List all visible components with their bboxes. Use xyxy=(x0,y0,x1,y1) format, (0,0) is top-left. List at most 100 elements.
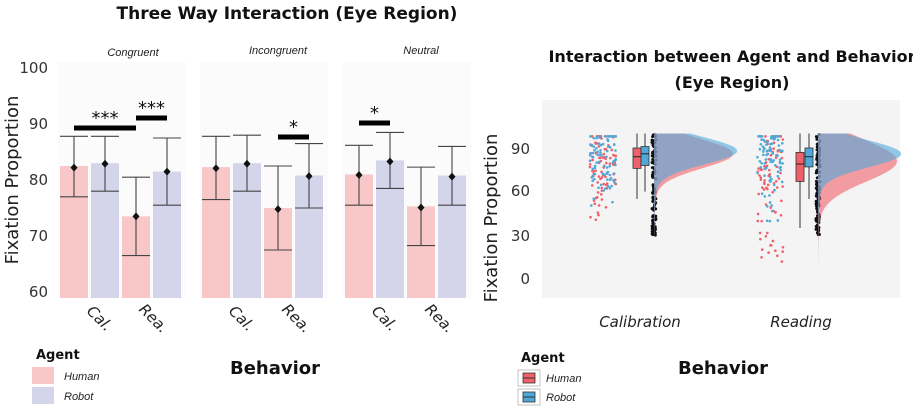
jitter-point xyxy=(591,169,594,173)
jitter-point xyxy=(771,190,774,194)
jitter-point xyxy=(781,185,784,188)
jitter-point xyxy=(757,167,760,170)
x-tick-neutral-rea: Rea. xyxy=(421,300,458,337)
jitter-point xyxy=(609,156,612,160)
jitter-point xyxy=(598,156,602,160)
x-tick-neutral-cal: Cal. xyxy=(368,302,401,335)
jitter-point xyxy=(611,161,615,164)
right-y-tick: 30 xyxy=(511,227,530,245)
facet-title-neutral: Neutral xyxy=(403,45,439,57)
jitter-point xyxy=(597,175,601,178)
jitter-point xyxy=(760,138,763,141)
jitter-point xyxy=(605,166,609,169)
jitter-point xyxy=(610,148,614,152)
left-legend-label-robot: Robot xyxy=(64,391,94,403)
jitter-point xyxy=(761,145,765,148)
jitter-point xyxy=(604,183,608,187)
mean-marker-neutral-robot-0 xyxy=(386,157,394,166)
strip-point xyxy=(651,195,655,199)
jitter-point xyxy=(760,192,764,195)
jitter-point xyxy=(779,168,783,172)
jitter-point xyxy=(764,166,768,170)
jitter-point xyxy=(759,142,763,146)
strip-point xyxy=(814,171,818,175)
jitter-point xyxy=(759,168,763,171)
jitter-point xyxy=(608,162,612,165)
x-tick-reading: Reading xyxy=(770,313,832,331)
jitter-point xyxy=(762,188,766,191)
strip-point xyxy=(653,233,657,237)
right-chart-title-line1: Interaction between Agent and Behavior xyxy=(548,47,913,66)
jitter-point xyxy=(763,179,766,182)
jitter-point xyxy=(770,204,773,207)
x-tick-incongruent-rea: Rea. xyxy=(278,300,315,337)
box-robot xyxy=(804,147,814,168)
mean-marker-neutral-human-0 xyxy=(355,170,363,179)
jitter-point xyxy=(598,136,601,139)
jitter-point xyxy=(780,156,784,160)
mean-marker-incongruent-robot-1 xyxy=(305,172,313,181)
jitter-point xyxy=(602,164,606,168)
significance-label: * xyxy=(370,103,379,124)
jitter-point xyxy=(779,135,783,138)
x-tick-incongruent-cal: Cal. xyxy=(225,302,258,335)
jitter-point xyxy=(593,166,597,170)
jitter-point xyxy=(763,174,766,177)
jitter-point xyxy=(595,161,598,164)
jitter-point xyxy=(614,154,618,158)
significance-label: *** xyxy=(138,98,165,119)
jitter-point xyxy=(608,186,612,190)
strip-point xyxy=(814,179,818,183)
x-tick-congruent-rea: Rea. xyxy=(135,300,172,337)
jitter-point xyxy=(588,165,592,169)
jitter-point xyxy=(756,212,760,216)
jitter-point xyxy=(763,182,766,186)
jitter-point xyxy=(614,135,617,138)
jitter-point xyxy=(597,160,601,164)
jitter-point xyxy=(761,150,765,153)
jitter-point xyxy=(771,239,775,243)
jitter-point xyxy=(600,189,604,192)
jitter-point xyxy=(765,164,769,168)
jitter-point xyxy=(780,260,784,263)
jitter-point xyxy=(588,159,592,162)
jitter-point xyxy=(589,215,592,219)
jitter-point xyxy=(775,135,779,138)
jitter-point xyxy=(597,186,600,190)
strip-point xyxy=(815,162,819,166)
strip-point xyxy=(815,135,819,139)
jitter-point xyxy=(595,146,598,150)
jitter-point xyxy=(763,195,767,198)
jitter-point xyxy=(590,135,594,138)
jitter-point xyxy=(766,140,769,144)
jitter-point xyxy=(759,178,763,181)
jitter-point xyxy=(772,137,776,141)
right-legend-swatch-human xyxy=(517,369,541,387)
jitter-point xyxy=(759,237,762,241)
right-chart-title-line2: (Eye Region) xyxy=(675,73,790,92)
jitter-point xyxy=(594,141,597,145)
jitter-point xyxy=(763,140,767,143)
jitter-point xyxy=(776,170,780,174)
right-legend-swatch-robot xyxy=(517,388,541,406)
jitter-point xyxy=(599,183,603,187)
strip-point xyxy=(651,219,655,223)
jitter-point xyxy=(758,174,761,177)
left-legend-swatch-human xyxy=(32,367,54,384)
mean-marker-congruent-human-0 xyxy=(70,163,78,172)
jitter-point xyxy=(772,183,776,187)
jitter-point xyxy=(765,231,769,235)
jitter-point xyxy=(597,213,600,217)
jitter-point xyxy=(759,135,763,138)
strip-point xyxy=(650,191,654,195)
jitter-point xyxy=(758,160,762,163)
jitter-point xyxy=(768,201,772,204)
jitter-point xyxy=(606,139,610,142)
strip-point xyxy=(651,144,655,148)
jitter-point xyxy=(760,256,763,259)
box-human xyxy=(795,151,805,182)
jitter-point xyxy=(774,156,778,160)
jitter-point xyxy=(769,206,772,209)
jitter-point xyxy=(774,164,777,167)
